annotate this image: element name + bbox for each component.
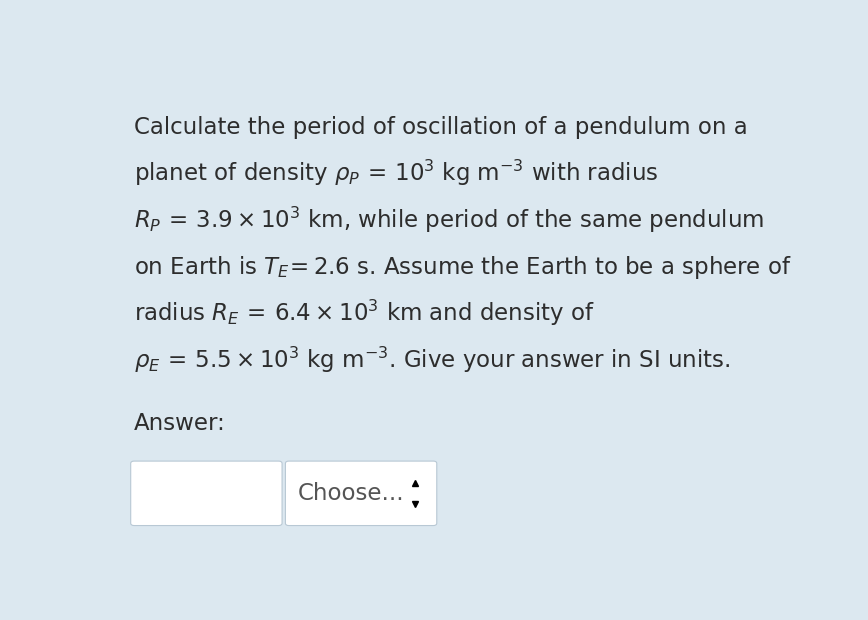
Text: $R_P\,{=}\,3.9\times10^3$ km, while period of the same pendulum: $R_P\,{=}\,3.9\times10^3$ km, while peri…: [134, 205, 765, 235]
Text: planet of density $\rho_P\,{=}\,10^3$ kg m$^{-3}$ with radius: planet of density $\rho_P\,{=}\,10^3$ kg…: [134, 157, 659, 188]
Text: Choose...: Choose...: [299, 482, 404, 505]
Text: Answer:: Answer:: [134, 412, 226, 435]
FancyBboxPatch shape: [286, 461, 437, 526]
Text: Calculate the period of oscillation of a pendulum on a: Calculate the period of oscillation of a…: [134, 116, 748, 139]
Text: $\rho_E\,{=}\,5.5\times10^3$ kg m$^{-3}$. Give your answer in SI units.: $\rho_E\,{=}\,5.5\times10^3$ kg m$^{-3}$…: [134, 345, 731, 375]
FancyBboxPatch shape: [131, 461, 282, 526]
Text: on Earth is $T_E\!{=}2.6$ s. Assume the Earth to be a sphere of: on Earth is $T_E\!{=}2.6$ s. Assume the …: [134, 254, 792, 281]
Text: radius $R_E\,{=}\,6.4\times10^3$ km and density of: radius $R_E\,{=}\,6.4\times10^3$ km and …: [134, 298, 595, 329]
